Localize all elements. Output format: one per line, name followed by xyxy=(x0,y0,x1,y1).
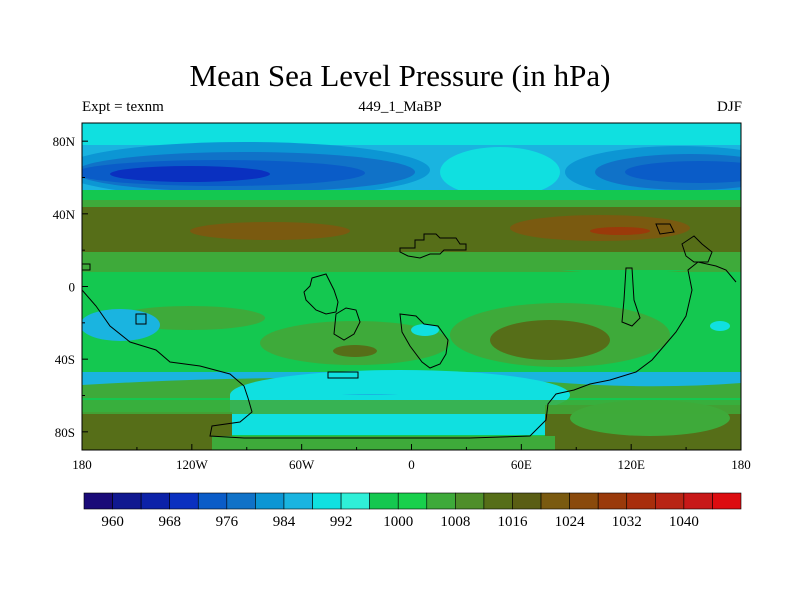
colorbar-swatch xyxy=(112,492,142,510)
coast-south-island xyxy=(327,371,359,379)
coast-south-america-east xyxy=(333,307,361,341)
colorbar-swatch xyxy=(597,492,628,510)
colorbar-swatch xyxy=(569,492,599,510)
colorbar-swatch xyxy=(426,492,456,510)
x-tick-label: 120W xyxy=(176,457,209,472)
pressure-field xyxy=(82,123,741,450)
colorbar-swatch xyxy=(655,492,685,510)
colorbar-swatch xyxy=(369,492,399,510)
y-tick-label: 40S xyxy=(55,352,75,367)
y-axis: 80N 40N 0 40S 80S xyxy=(53,134,88,440)
y-tick-label: 0 xyxy=(69,280,76,295)
x-tick-label: 180 xyxy=(731,457,751,472)
coastlines xyxy=(82,223,737,439)
coast-south-america-north xyxy=(303,273,339,315)
colorbar-swatch xyxy=(712,492,742,510)
colorbar-label: 1024 xyxy=(555,514,586,530)
colorbar-label: 1016 xyxy=(497,514,528,530)
field-band-north-1012 xyxy=(82,252,741,270)
colorbar-swatch xyxy=(140,492,170,510)
coast-gondwana-margin xyxy=(82,261,737,439)
field-high-asia-core xyxy=(590,227,650,235)
field-band-1012 xyxy=(82,200,741,208)
y-tick-label: 80N xyxy=(53,134,76,149)
field-high-pacific xyxy=(190,222,350,240)
colorbar-swatch xyxy=(312,492,342,510)
season-label: DJF xyxy=(716,99,742,115)
colorbar-swatch xyxy=(340,492,370,510)
run-label: 449_1_MaBP xyxy=(358,99,442,115)
coast-pacific-island xyxy=(135,313,147,325)
colorbar-swatch xyxy=(397,492,428,510)
colorbar-swatch xyxy=(683,492,713,510)
field-aleutian-low-core xyxy=(110,166,270,182)
colorbar-label: 984 xyxy=(273,514,296,530)
colorbar-label: 1032 xyxy=(612,514,642,530)
colorbar-label: 992 xyxy=(330,514,353,530)
field-mid-gap xyxy=(440,147,560,197)
x-tick-label: 120E xyxy=(617,457,645,472)
coast-west-edge xyxy=(82,263,91,271)
colorbar-swatch xyxy=(169,492,199,510)
colorbar-swatch xyxy=(455,492,485,510)
colorbar-swatch xyxy=(283,492,313,510)
field-high-asia xyxy=(510,215,690,241)
field-south-high-ind-core xyxy=(490,320,610,360)
coast-indian-block xyxy=(621,267,641,327)
colorbar-label: 1008 xyxy=(440,514,470,530)
coast-africa xyxy=(399,313,449,369)
field-cyan-west xyxy=(82,309,160,341)
colorbar: 960 968 976 984 992 1000 1008 1016 1024 1032 1040 xyxy=(83,492,742,530)
field-antarctic-sw xyxy=(82,430,212,450)
colorbar-label: 1000 xyxy=(383,514,413,530)
x-axis: 180 120W 60W 0 60E 120E 180 xyxy=(72,444,751,472)
field-antarctic-center xyxy=(210,436,555,450)
colorbar-label: 1040 xyxy=(669,514,699,530)
field-band-north-edge xyxy=(82,262,741,274)
colorbar-swatch xyxy=(483,492,513,510)
field-antarctic-ring xyxy=(82,400,741,414)
coast-small-island xyxy=(655,223,675,235)
field-icelandic-low-core xyxy=(625,161,741,183)
x-tick-label: 180 xyxy=(72,457,92,472)
colorbar-swatch xyxy=(197,492,228,510)
colorbar-label: 976 xyxy=(216,514,239,530)
field-cyan-spot xyxy=(411,324,439,336)
y-tick-label: 40N xyxy=(53,207,76,222)
x-tick-label: 60E xyxy=(511,457,532,472)
colorbar-label: 968 xyxy=(158,514,181,530)
colorbar-swatch xyxy=(540,492,570,510)
colorbar-swatch xyxy=(226,492,256,510)
coast-europe xyxy=(399,233,467,259)
colorbar-swatch xyxy=(83,492,113,510)
colorbar-swatch xyxy=(626,492,656,510)
field-cyan-spot-2 xyxy=(710,321,730,331)
x-tick-label: 0 xyxy=(408,457,415,472)
x-tick-label: 60W xyxy=(289,457,315,472)
coast-east-asia xyxy=(681,235,713,263)
experiment-label: Expt = texnm xyxy=(82,99,164,115)
map-title: Mean Sea Level Pressure (in hPa) xyxy=(189,58,611,93)
colorbar-swatch xyxy=(512,492,542,510)
field-tropics xyxy=(82,272,741,312)
field-south-high-atl-core xyxy=(333,345,377,357)
colorbar-label: 960 xyxy=(101,514,124,530)
y-tick-label: 80S xyxy=(55,425,75,440)
colorbar-swatch xyxy=(255,492,285,510)
